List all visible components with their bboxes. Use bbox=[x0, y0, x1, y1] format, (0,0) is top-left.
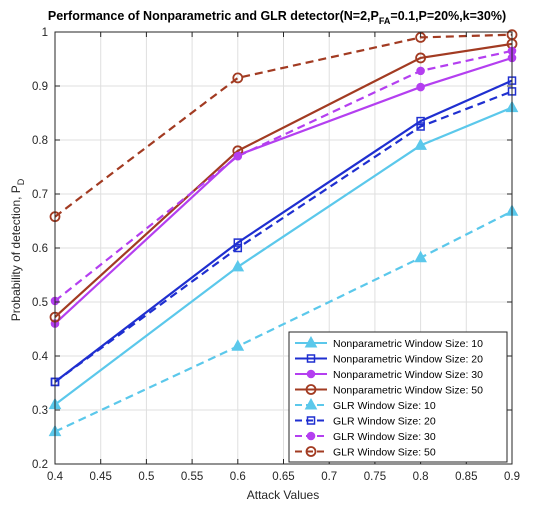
legend-marker bbox=[304, 397, 318, 410]
data-point bbox=[414, 250, 427, 263]
data-point bbox=[416, 66, 425, 76]
chart-title-rest: =0.1,P=20%,k=30%) bbox=[390, 9, 506, 23]
legend-marker bbox=[306, 369, 316, 379]
legend-item: Nonparametric Window Size: 50 bbox=[295, 384, 483, 397]
legend-marker bbox=[306, 354, 316, 363]
x-tick-label: 0.9 bbox=[504, 471, 520, 483]
axes-frame bbox=[54, 31, 513, 465]
legend-label: Nonparametric Window Size: 20 bbox=[333, 354, 483, 366]
data-point bbox=[231, 259, 245, 272]
y-tick-label: 0.3 bbox=[32, 405, 48, 417]
chart-title: Performance of Nonparametric and GLR det… bbox=[48, 9, 506, 26]
legend-item: GLR Window Size: 20 bbox=[295, 416, 436, 428]
legend-item: GLR Window Size: 30 bbox=[295, 431, 436, 443]
legend-marker bbox=[306, 416, 316, 425]
legend-label: Nonparametric Window Size: 10 bbox=[333, 338, 483, 350]
data-point bbox=[416, 82, 425, 92]
series-5 bbox=[48, 204, 519, 437]
axes bbox=[54, 31, 513, 465]
y-tick-label: 0.9 bbox=[32, 81, 48, 93]
series-line bbox=[54, 42, 513, 318]
tick-labels: 0.4 0.45 0.5 0.55 0.6 0.65 0.7 0.75 0.8 0.85 0.9 0.… bbox=[32, 27, 520, 483]
y-tick-label: 0.4 bbox=[32, 351, 49, 363]
y-axis-label-subscript: D bbox=[16, 178, 26, 185]
data-point bbox=[233, 238, 243, 247]
y-tick-label: 0.7 bbox=[32, 189, 48, 201]
series-line bbox=[54, 49, 513, 302]
legend-label: GLR Window Size: 10 bbox=[333, 400, 436, 412]
legend-item: Nonparametric Window Size: 10 bbox=[295, 335, 483, 350]
legend-marker bbox=[306, 431, 316, 441]
y-tick-label: 0.6 bbox=[32, 243, 48, 255]
legend-item: GLR Window Size: 50 bbox=[295, 446, 436, 459]
legend-item: GLR Window Size: 10 bbox=[295, 397, 436, 412]
data-point bbox=[233, 243, 243, 253]
x-tick-label: 0.55 bbox=[181, 471, 203, 483]
legend-label: GLR Window Size: 20 bbox=[333, 416, 436, 428]
x-tick-label: 0.65 bbox=[272, 471, 294, 483]
x-tick-label: 0.7 bbox=[321, 471, 337, 483]
y-axis-label: Probability of detection, PD bbox=[9, 178, 26, 321]
y-tick-label: 0.8 bbox=[32, 135, 48, 147]
y-tick-label: 0.5 bbox=[32, 297, 48, 309]
chart-title-subscript: FA bbox=[379, 16, 391, 26]
y-axis-label-main: Probability of detection, P bbox=[9, 185, 23, 321]
legend-label: GLR Window Size: 50 bbox=[333, 447, 436, 459]
legend-item: Nonparametric Window Size: 20 bbox=[295, 354, 483, 366]
data-point bbox=[414, 138, 427, 150]
series-line bbox=[54, 90, 513, 383]
series-line bbox=[54, 210, 513, 433]
series-layer bbox=[48, 29, 519, 437]
legend-marker bbox=[305, 384, 317, 395]
data-point bbox=[416, 122, 425, 131]
legend-marker bbox=[305, 446, 317, 457]
legend-label: Nonparametric Window Size: 50 bbox=[333, 385, 483, 397]
data-point bbox=[232, 72, 244, 84]
x-tick-label: 0.4 bbox=[47, 471, 64, 483]
y-tick-label: 0.2 bbox=[32, 459, 48, 471]
legend-item: Nonparametric Window Size: 30 bbox=[295, 369, 483, 381]
y-tick-label: 1 bbox=[42, 27, 48, 39]
data-point bbox=[231, 339, 245, 351]
x-tick-label: 0.85 bbox=[455, 471, 477, 483]
data-point bbox=[233, 151, 243, 161]
chart-title-main: Performance of Nonparametric and GLR det… bbox=[48, 9, 379, 23]
series-line bbox=[54, 56, 513, 325]
x-axis-label: Attack Values bbox=[247, 488, 319, 502]
legend: Nonparametric Window Size: 10 Nonparametr… bbox=[288, 331, 508, 463]
x-tick-label: 0.8 bbox=[413, 471, 429, 483]
x-tick-label: 0.5 bbox=[138, 471, 154, 483]
data-point bbox=[416, 116, 425, 126]
x-tick-label: 0.6 bbox=[230, 471, 246, 483]
legend-label: Nonparametric Window Size: 30 bbox=[333, 369, 483, 381]
x-tick-label: 0.75 bbox=[364, 471, 386, 483]
data-point bbox=[415, 52, 427, 64]
series-line bbox=[54, 106, 513, 406]
series-line bbox=[54, 79, 513, 383]
x-tick-label: 0.45 bbox=[90, 471, 112, 483]
legend-label: GLR Window Size: 30 bbox=[333, 431, 436, 443]
legend-marker bbox=[304, 335, 318, 348]
legend-box bbox=[288, 331, 508, 463]
